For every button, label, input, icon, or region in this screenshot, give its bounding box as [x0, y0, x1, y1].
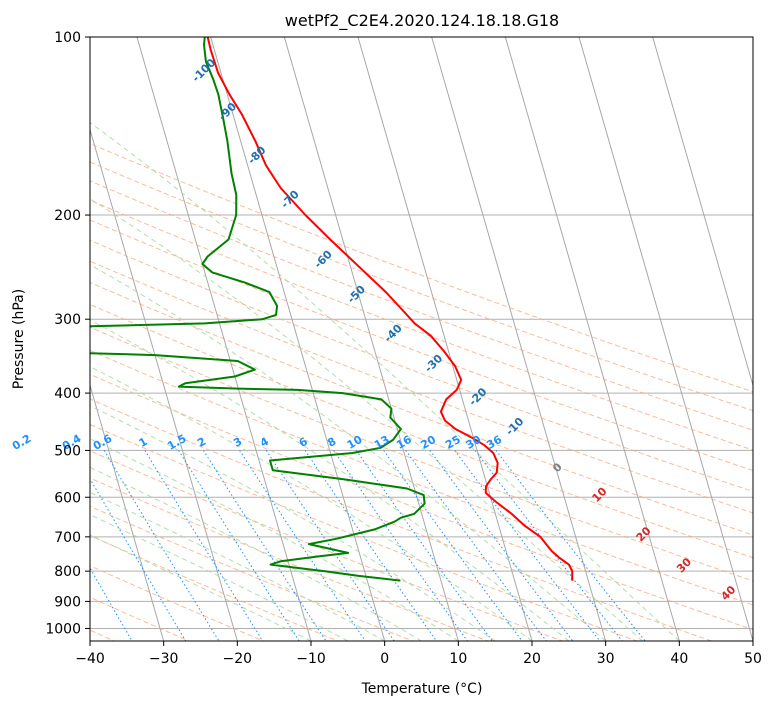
y-tick-label: 400 — [54, 386, 81, 402]
dry-adiabat-label: 30 — [674, 555, 694, 575]
moist-adiabat-line — [90, 514, 349, 641]
y-tick-label: 700 — [54, 530, 81, 546]
moist-adiabat-line — [90, 121, 680, 641]
dry-adiabat-line — [90, 180, 753, 431]
y-tick-label: 1000 — [45, 621, 81, 637]
x-tick-label: −30 — [149, 651, 179, 667]
mixing-ratio-label: 0.6 — [91, 432, 115, 453]
dry-adiabat-line — [90, 303, 753, 559]
mixing-ratio-line — [355, 450, 493, 641]
mixing-ratio-line — [144, 450, 264, 641]
x-tick-label: 40 — [670, 651, 688, 667]
dry-adiabat-label: -60 — [312, 248, 335, 271]
mixing-ratio-line — [265, 450, 395, 641]
y-tick-label: 900 — [54, 594, 81, 610]
isotherm-line — [90, 383, 165, 641]
chart-title: wetPf2_C2E4.2020.124.18.18.G18 — [285, 11, 559, 31]
mixing-ratio-line — [454, 450, 601, 641]
isotherm-line — [431, 37, 607, 641]
mixing-ratio-line — [495, 450, 646, 641]
mixing-ratio-label: 3 — [231, 435, 244, 450]
x-tick-label: −20 — [223, 651, 253, 667]
plot-frame — [89, 36, 754, 642]
mixing-ratio-label: 4 — [258, 435, 271, 450]
dry-adiabat-line — [90, 239, 753, 492]
dry-adiabat-line — [90, 143, 753, 393]
dry-adiabat-line — [90, 596, 190, 641]
mixing-ratio-label: 1.5 — [165, 432, 188, 453]
plot-area — [90, 37, 753, 641]
isotherm-line — [283, 37, 459, 641]
mixing-ratio-line — [90, 566, 133, 641]
dry-adiabat-line — [90, 373, 753, 631]
mixing-ratio-line — [405, 450, 547, 641]
dry-adiabat-line — [90, 423, 638, 641]
mixing-ratio-label: 6 — [297, 435, 310, 450]
mixing-ratio-label: 0.2 — [10, 432, 33, 453]
dry-adiabat-line — [90, 477, 488, 641]
y-tick-label: 500 — [54, 443, 81, 459]
dry-adiabat-line — [90, 260, 753, 514]
y-tick-label: 100 — [54, 30, 81, 46]
isotherm-line — [652, 37, 753, 388]
dry-adiabat-line — [90, 450, 563, 641]
mixing-ratio-line — [333, 450, 468, 641]
mixing-ratio-label: 10 — [345, 433, 365, 452]
mixing-ratio-line — [103, 450, 220, 641]
isotherm-line — [90, 127, 238, 641]
x-tick-label: 20 — [523, 651, 541, 667]
mixing-ratio-line — [304, 450, 437, 641]
y-tick-label: 300 — [54, 312, 81, 328]
mixing-ratio-label: 2 — [195, 435, 208, 450]
isotherm-line — [578, 37, 753, 641]
moist-adiabat-line — [90, 264, 607, 641]
moist-adiabat-line — [90, 198, 643, 641]
moist-adiabat-line — [90, 319, 570, 641]
mixing-ratio-line — [239, 450, 366, 641]
x-tick-label: −10 — [296, 651, 326, 667]
moist-adiabat-line — [90, 466, 422, 641]
x-tick-label: −40 — [75, 651, 105, 667]
dry-adiabat-label: -50 — [345, 283, 368, 306]
temperature-profile-line — [206, 37, 574, 581]
moist-adiabat-line — [90, 405, 496, 641]
mixing-ratio-label: 25 — [443, 433, 463, 452]
dry-adiabat-label: -20 — [466, 385, 489, 408]
mixing-ratio-label: 1 — [137, 435, 150, 450]
mixing-ratio-line — [178, 450, 300, 641]
dry-adiabat-line — [90, 349, 753, 606]
dry-adiabat-label: -30 — [422, 352, 445, 375]
dry-adiabat-line — [90, 281, 753, 536]
mixing-ratio-line — [383, 450, 523, 641]
x-tick-label: 10 — [449, 651, 467, 667]
mixing-ratio-line — [474, 450, 623, 641]
moist-adiabat-line — [90, 366, 533, 641]
y-tick-label: 600 — [54, 490, 81, 506]
x-axis-label: Temperature (°C) — [361, 681, 483, 697]
y-tick-label: 200 — [54, 208, 81, 224]
y-tick-label: 800 — [54, 564, 81, 580]
dry-adiabat-label: -10 — [503, 415, 526, 438]
dry-adiabat-line — [90, 505, 414, 641]
mixing-ratio-label: 8 — [325, 435, 338, 450]
moist-adiabat-line — [90, 534, 312, 641]
dry-adiabat-label: 40 — [718, 583, 738, 603]
dewpoint-profile-line — [90, 37, 426, 582]
isotherm-line — [504, 37, 680, 641]
mixing-ratio-label: 20 — [418, 433, 438, 452]
x-tick-label: 50 — [744, 651, 762, 667]
mixing-ratio-line — [429, 450, 574, 641]
dry-adiabat-label: 0 — [550, 460, 565, 475]
y-axis-label: Pressure (hPa) — [11, 289, 27, 389]
dry-adiabat-line — [90, 398, 712, 641]
x-tick-label: 30 — [597, 651, 615, 667]
axis-ticks: −40 −30 −20 −10 0 10 20 30 40 5010020030040050060… — [45, 30, 762, 667]
x-tick-label: 0 — [380, 651, 389, 667]
isotherm-line — [210, 37, 386, 641]
dry-adiabat-line — [90, 534, 339, 641]
